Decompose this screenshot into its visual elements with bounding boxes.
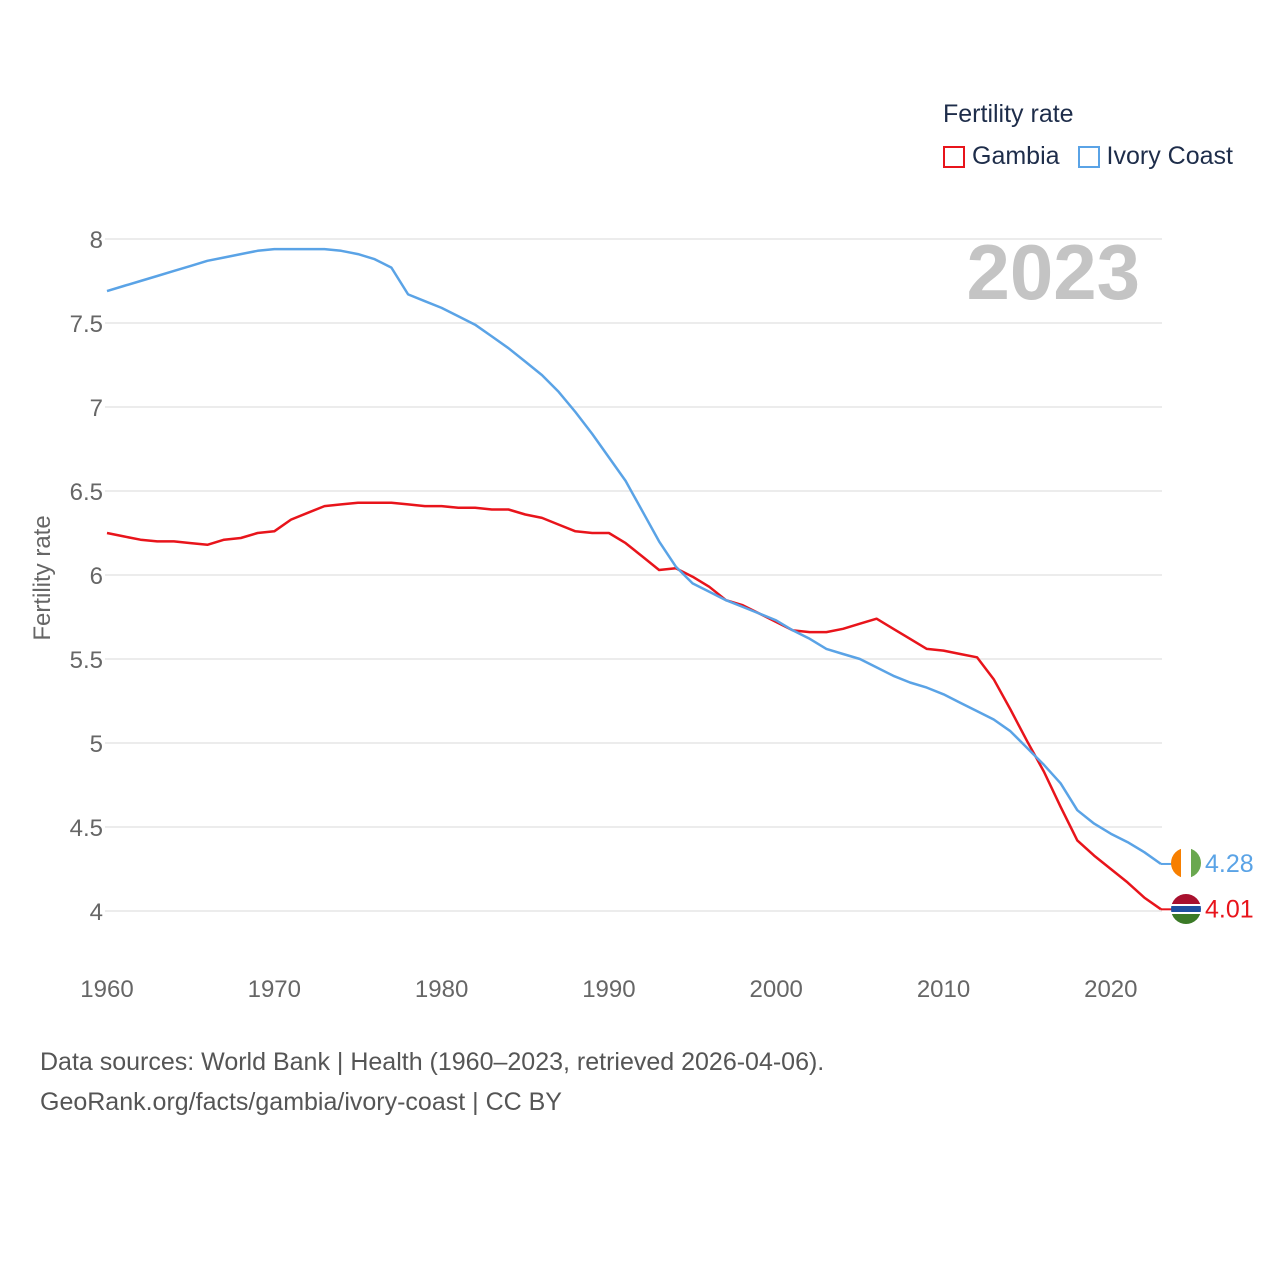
end-label-ivory-coast: 4.28 — [1205, 850, 1254, 878]
gambia-flag-icon — [1171, 894, 1201, 924]
end-labels: 4.01 4.28 — [1205, 850, 1254, 923]
y-axis-label: Fertility rate — [29, 515, 56, 640]
y-tick-label: 8 — [90, 227, 103, 254]
footer: Data sources: World Bank | Health (1960–… — [40, 1042, 824, 1122]
y-tick-label: 7 — [90, 395, 103, 422]
legend-swatch-ivory-coast — [1077, 145, 1100, 168]
x-tick-label: 1970 — [248, 976, 301, 1003]
legend-swatch-gambia — [943, 145, 965, 168]
data-source-text: Data sources: World Bank | Health (1960–… — [40, 1048, 825, 1076]
y-tick-label: 6.5 — [70, 479, 103, 506]
x-tick-label: 1990 — [582, 976, 635, 1003]
x-tick-label: 1980 — [415, 976, 468, 1003]
series-line-gambia[interactable] — [106, 501, 1162, 911]
attribution-link[interactable]: GeoRank.org/facts/gambia/ivory-coast | C… — [40, 1088, 562, 1116]
x-tick-label: 1960 — [80, 976, 133, 1003]
y-tick-label: 5 — [90, 731, 103, 758]
legend-label-ivory-coast: Ivory Coast — [1106, 142, 1233, 170]
x-tick-label: 2010 — [917, 976, 970, 1003]
ivory-coast-flag-icon — [1171, 848, 1201, 878]
y-tick-label: 4.5 — [70, 815, 103, 842]
end-label-gambia: 4.01 — [1205, 895, 1254, 923]
legend-item-gambia[interactable]: Gambia — [943, 142, 1060, 171]
y-tick-label: 5.5 — [70, 647, 103, 674]
legend: Gambia Ivory Coast — [943, 142, 1233, 171]
year-watermark: 2023 — [966, 228, 1140, 316]
y-axis-ticks: 4 4.5 5 5.5 6 6.5 7 7.5 8 — [70, 227, 103, 926]
legend-item-ivory-coast[interactable]: Ivory Coast — [1077, 142, 1233, 171]
y-tick-label: 7.5 — [70, 311, 103, 338]
series-lines — [106, 247, 1172, 911]
legend-title: Fertility rate — [943, 100, 1074, 128]
x-tick-label: 2000 — [750, 976, 803, 1003]
y-tick-label: 4 — [90, 899, 103, 926]
x-tick-label: 2020 — [1084, 976, 1137, 1003]
legend-label-gambia: Gambia — [972, 142, 1060, 170]
x-axis-ticks: 1960 1970 1980 1990 2000 2010 2020 — [80, 976, 1137, 1003]
grid-lines — [105, 238, 1162, 912]
y-tick-label: 6 — [90, 563, 103, 590]
series-line-ivory-coast[interactable] — [106, 247, 1162, 866]
